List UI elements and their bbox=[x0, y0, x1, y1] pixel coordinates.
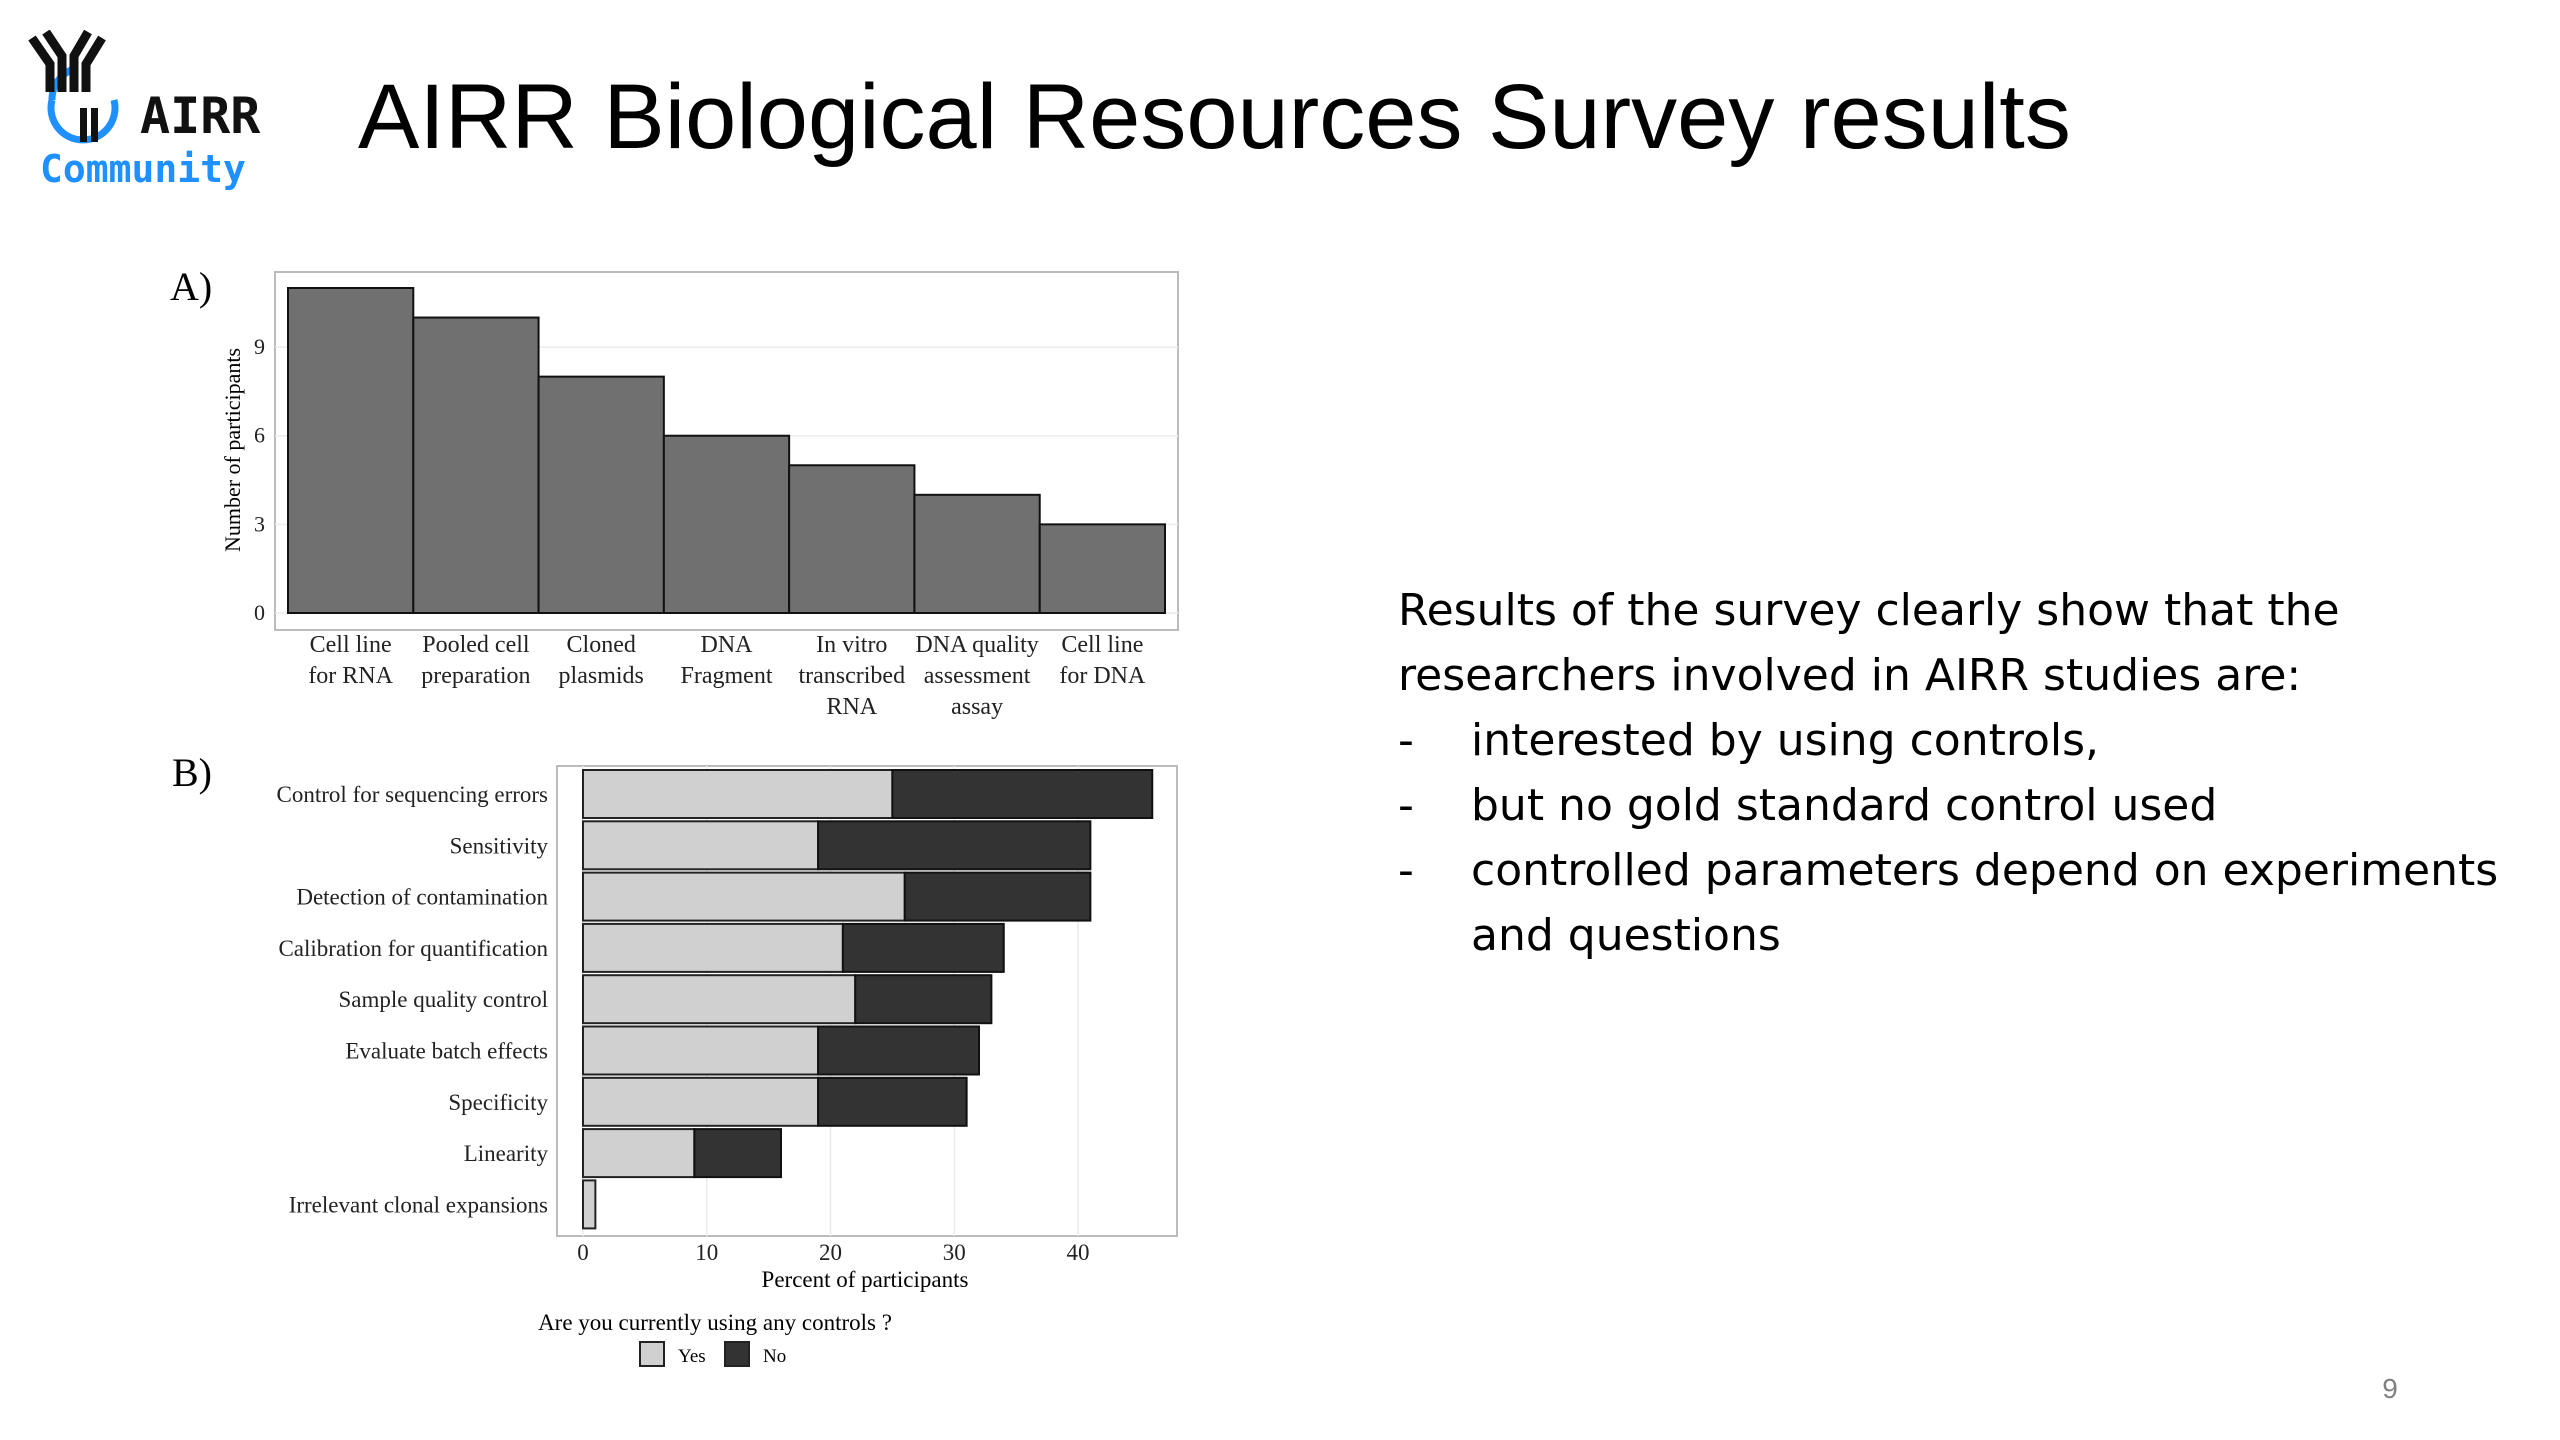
summary-bullet: - interested by using controls, bbox=[1398, 708, 2528, 773]
chart-a-x-axis: Cell line for RNA Pooled cell preparation Cl… bbox=[308, 632, 1146, 720]
bar-yes bbox=[582, 1179, 597, 1230]
chart-a-y-axis-title: Number of participants bbox=[220, 348, 245, 552]
logo-text-community: Community bbox=[40, 147, 246, 191]
y-tick-label: Specificity bbox=[448, 1090, 548, 1115]
bar bbox=[913, 493, 1041, 614]
y-tick-label: Linearity bbox=[464, 1141, 549, 1166]
bullet-text: but no gold standard control used bbox=[1471, 780, 2218, 831]
x-tick-label: Fragment bbox=[681, 663, 773, 689]
chart-a-bars bbox=[287, 287, 1166, 615]
x-tick-label: Pooled cell bbox=[422, 632, 530, 658]
y-tick-label: Evaluate batch effects bbox=[345, 1039, 548, 1064]
bar-no bbox=[693, 1128, 782, 1179]
antibody-logo-icon bbox=[28, 30, 119, 144]
logo-text-airr: AIRR bbox=[140, 87, 261, 145]
bar bbox=[1038, 523, 1166, 615]
y-tick-label: Sample quality control bbox=[338, 987, 548, 1012]
chart-b-bars bbox=[582, 769, 1154, 1230]
legend-title: Are you currently using any controls ? bbox=[538, 1310, 892, 1335]
bullet-marker: - bbox=[1398, 845, 1414, 896]
x-tick-label: 40 bbox=[1067, 1240, 1090, 1265]
bar-no bbox=[817, 1025, 980, 1076]
x-tick-label: Cloned bbox=[567, 632, 636, 658]
bar bbox=[662, 434, 791, 614]
bar bbox=[412, 316, 540, 614]
page-number: 9 bbox=[2382, 1373, 2398, 1404]
chart-a-participants-by-resource: A) 0 3 6 9 Cell line for RNA Pooled cell prepa… bbox=[170, 264, 1179, 720]
x-tick-label: Cell line bbox=[1061, 632, 1143, 658]
y-tick-label: 6 bbox=[254, 423, 265, 448]
y-tick-label: Sensitivity bbox=[450, 833, 549, 858]
slide-title: AIRR Biological Resources Survey results bbox=[358, 66, 2071, 168]
x-tick-label: 10 bbox=[695, 1240, 718, 1265]
x-tick-label: DNA bbox=[701, 632, 754, 658]
bar-yes bbox=[582, 1076, 820, 1127]
y-tick-label: 0 bbox=[254, 600, 265, 625]
bullet-text: interested by using controls, bbox=[1471, 715, 2100, 766]
legend-swatch-yes bbox=[639, 1341, 665, 1367]
bar-no bbox=[841, 922, 1005, 973]
bullet-marker: - bbox=[1398, 715, 1414, 766]
bullet-text: controlled parameters depend on experime… bbox=[1471, 845, 2499, 961]
x-tick-label: assessment bbox=[924, 663, 1031, 689]
y-tick-label: 9 bbox=[254, 334, 265, 359]
bullet-marker: - bbox=[1398, 780, 1414, 831]
summary-text: Results of the survey clearly show that … bbox=[1398, 578, 2528, 968]
x-tick-label: for RNA bbox=[308, 663, 393, 689]
x-tick-label: plasmids bbox=[559, 663, 644, 689]
bar-yes bbox=[582, 1128, 696, 1179]
chart-b-x-axis-title: Percent of participants bbox=[762, 1267, 969, 1292]
bar-yes bbox=[582, 1025, 820, 1076]
legend-label-no: No bbox=[763, 1346, 786, 1367]
bar-yes bbox=[582, 769, 894, 819]
bar-yes bbox=[582, 974, 857, 1025]
x-tick-label: assay bbox=[951, 694, 1003, 720]
bar-no bbox=[817, 1076, 968, 1127]
legend-label-yes: Yes bbox=[678, 1346, 706, 1367]
bar-no bbox=[817, 820, 1092, 871]
bar-yes bbox=[582, 820, 820, 871]
x-tick-label: 20 bbox=[819, 1240, 842, 1265]
y-tick-label: Control for sequencing errors bbox=[277, 782, 549, 807]
chart-b-y-axis: Control for sequencing errors Sensitivity… bbox=[277, 782, 549, 1217]
y-tick-label: Irrelevant clonal expansions bbox=[289, 1192, 548, 1217]
x-tick-label: for DNA bbox=[1059, 663, 1146, 689]
chart-a-panel-label: A) bbox=[170, 264, 212, 309]
chart-a-y-axis: 0 3 6 9 bbox=[254, 334, 265, 625]
bar-yes bbox=[582, 871, 906, 922]
x-tick-label: In vitro bbox=[816, 632, 887, 658]
chart-b-controls-usage: B) Control for sequencing errors Sensitiv… bbox=[172, 750, 1178, 1367]
chart-b-x-axis: 0 10 20 30 40 bbox=[577, 1240, 1089, 1265]
x-tick-label: DNA quality bbox=[915, 632, 1038, 658]
x-tick-label: 0 bbox=[577, 1240, 589, 1265]
x-tick-label: RNA bbox=[826, 694, 877, 720]
bar bbox=[537, 375, 665, 614]
airr-community-logo: AIRR Community bbox=[28, 30, 261, 191]
y-tick-label: 3 bbox=[254, 511, 265, 536]
chart-b-panel-label: B) bbox=[172, 750, 212, 795]
x-tick-label: transcribed bbox=[798, 663, 905, 689]
summary-bullet: - but no gold standard control used bbox=[1398, 773, 2528, 838]
x-tick-label: Cell line bbox=[310, 632, 392, 658]
bar-no bbox=[903, 871, 1092, 922]
y-tick-label: Detection of contamination bbox=[296, 885, 548, 910]
x-tick-label: preparation bbox=[421, 663, 530, 689]
bar-yes bbox=[582, 922, 844, 973]
chart-b-legend: Are you currently using any controls ? Y… bbox=[538, 1310, 892, 1367]
summary-bullets: - interested by using controls, - but no g… bbox=[1398, 708, 2528, 968]
bar bbox=[788, 464, 916, 615]
summary-intro: Results of the survey clearly show that … bbox=[1398, 585, 2340, 701]
bar-no bbox=[854, 974, 993, 1025]
summary-bullet: - controlled parameters depend on experim… bbox=[1398, 838, 2528, 968]
legend-swatch-no bbox=[724, 1341, 750, 1367]
bar-no bbox=[891, 769, 1154, 819]
y-tick-label: Calibration for quantification bbox=[278, 936, 548, 961]
x-tick-label: 30 bbox=[943, 1240, 966, 1265]
